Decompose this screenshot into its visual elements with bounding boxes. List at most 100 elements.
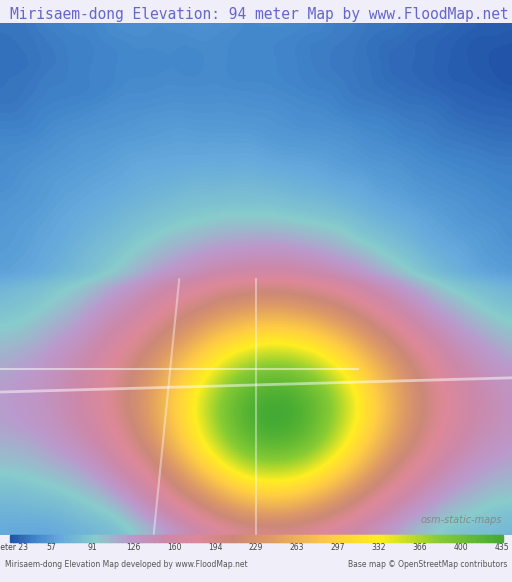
Bar — [77, 535, 80, 542]
Bar — [421, 535, 424, 542]
Bar — [453, 535, 456, 542]
Bar — [143, 535, 146, 542]
Bar — [246, 535, 250, 542]
Bar — [207, 535, 210, 542]
Bar — [126, 535, 129, 542]
Bar — [369, 535, 373, 542]
Bar — [37, 535, 41, 542]
Bar — [352, 535, 355, 542]
Bar — [28, 535, 31, 542]
Bar — [283, 535, 287, 542]
Bar — [163, 535, 166, 542]
Bar — [175, 535, 178, 542]
Bar — [401, 535, 404, 542]
Bar — [423, 535, 426, 542]
Bar — [467, 535, 471, 542]
Bar — [271, 535, 274, 542]
Bar — [259, 535, 262, 542]
Bar — [234, 535, 238, 542]
Bar — [253, 535, 257, 542]
Bar — [310, 535, 313, 542]
Bar — [140, 535, 144, 542]
Bar — [364, 535, 368, 542]
Bar — [214, 535, 218, 542]
Bar — [136, 535, 139, 542]
Bar — [323, 535, 326, 542]
Bar — [187, 535, 190, 542]
Bar — [394, 535, 397, 542]
Bar — [57, 535, 60, 542]
Bar — [23, 535, 26, 542]
Bar — [472, 535, 476, 542]
Bar — [197, 535, 201, 542]
Bar — [81, 535, 85, 542]
Bar — [20, 535, 24, 542]
Bar — [470, 535, 473, 542]
Bar — [231, 535, 235, 542]
Bar — [342, 535, 346, 542]
Bar — [87, 535, 90, 542]
Bar — [239, 535, 242, 542]
Bar — [62, 535, 66, 542]
Bar — [458, 535, 461, 542]
Bar — [244, 535, 247, 542]
Bar — [189, 535, 193, 542]
Bar — [74, 535, 78, 542]
Bar — [45, 535, 48, 542]
Bar — [180, 535, 183, 542]
Bar — [495, 535, 498, 542]
Bar — [315, 535, 318, 542]
Text: 400: 400 — [454, 544, 468, 552]
Bar — [118, 535, 122, 542]
Bar — [349, 535, 353, 542]
Bar — [158, 535, 161, 542]
Bar — [111, 535, 115, 542]
Bar — [450, 535, 454, 542]
Bar — [330, 535, 333, 542]
Bar — [263, 535, 267, 542]
Bar — [200, 535, 203, 542]
Bar — [409, 535, 412, 542]
Bar — [47, 535, 51, 542]
Bar — [293, 535, 296, 542]
Bar — [455, 535, 459, 542]
Bar — [443, 535, 446, 542]
Bar — [10, 535, 14, 542]
Bar — [312, 535, 316, 542]
Bar — [487, 535, 490, 542]
Bar — [431, 535, 434, 542]
Bar — [237, 535, 240, 542]
Bar — [202, 535, 205, 542]
Bar — [195, 535, 198, 542]
Bar — [339, 535, 343, 542]
Bar — [308, 535, 311, 542]
Bar — [335, 535, 338, 542]
Bar — [121, 535, 124, 542]
Bar — [359, 535, 362, 542]
Bar — [482, 535, 485, 542]
Bar — [170, 535, 174, 542]
Bar — [499, 535, 503, 542]
Bar — [212, 535, 215, 542]
Bar — [91, 535, 95, 542]
Bar — [374, 535, 377, 542]
Bar — [131, 535, 134, 542]
Text: 126: 126 — [126, 544, 140, 552]
Bar — [59, 535, 63, 542]
Bar — [84, 535, 88, 542]
Bar — [497, 535, 500, 542]
Bar — [376, 535, 380, 542]
Bar — [138, 535, 141, 542]
Bar — [384, 535, 387, 542]
Text: 332: 332 — [372, 544, 386, 552]
Bar — [114, 535, 117, 542]
Bar — [103, 535, 107, 542]
Bar — [391, 535, 395, 542]
Bar — [327, 535, 331, 542]
Bar — [460, 535, 463, 542]
Bar — [224, 535, 227, 542]
Bar — [465, 535, 468, 542]
Bar — [440, 535, 444, 542]
Bar — [295, 535, 299, 542]
Bar — [167, 535, 171, 542]
